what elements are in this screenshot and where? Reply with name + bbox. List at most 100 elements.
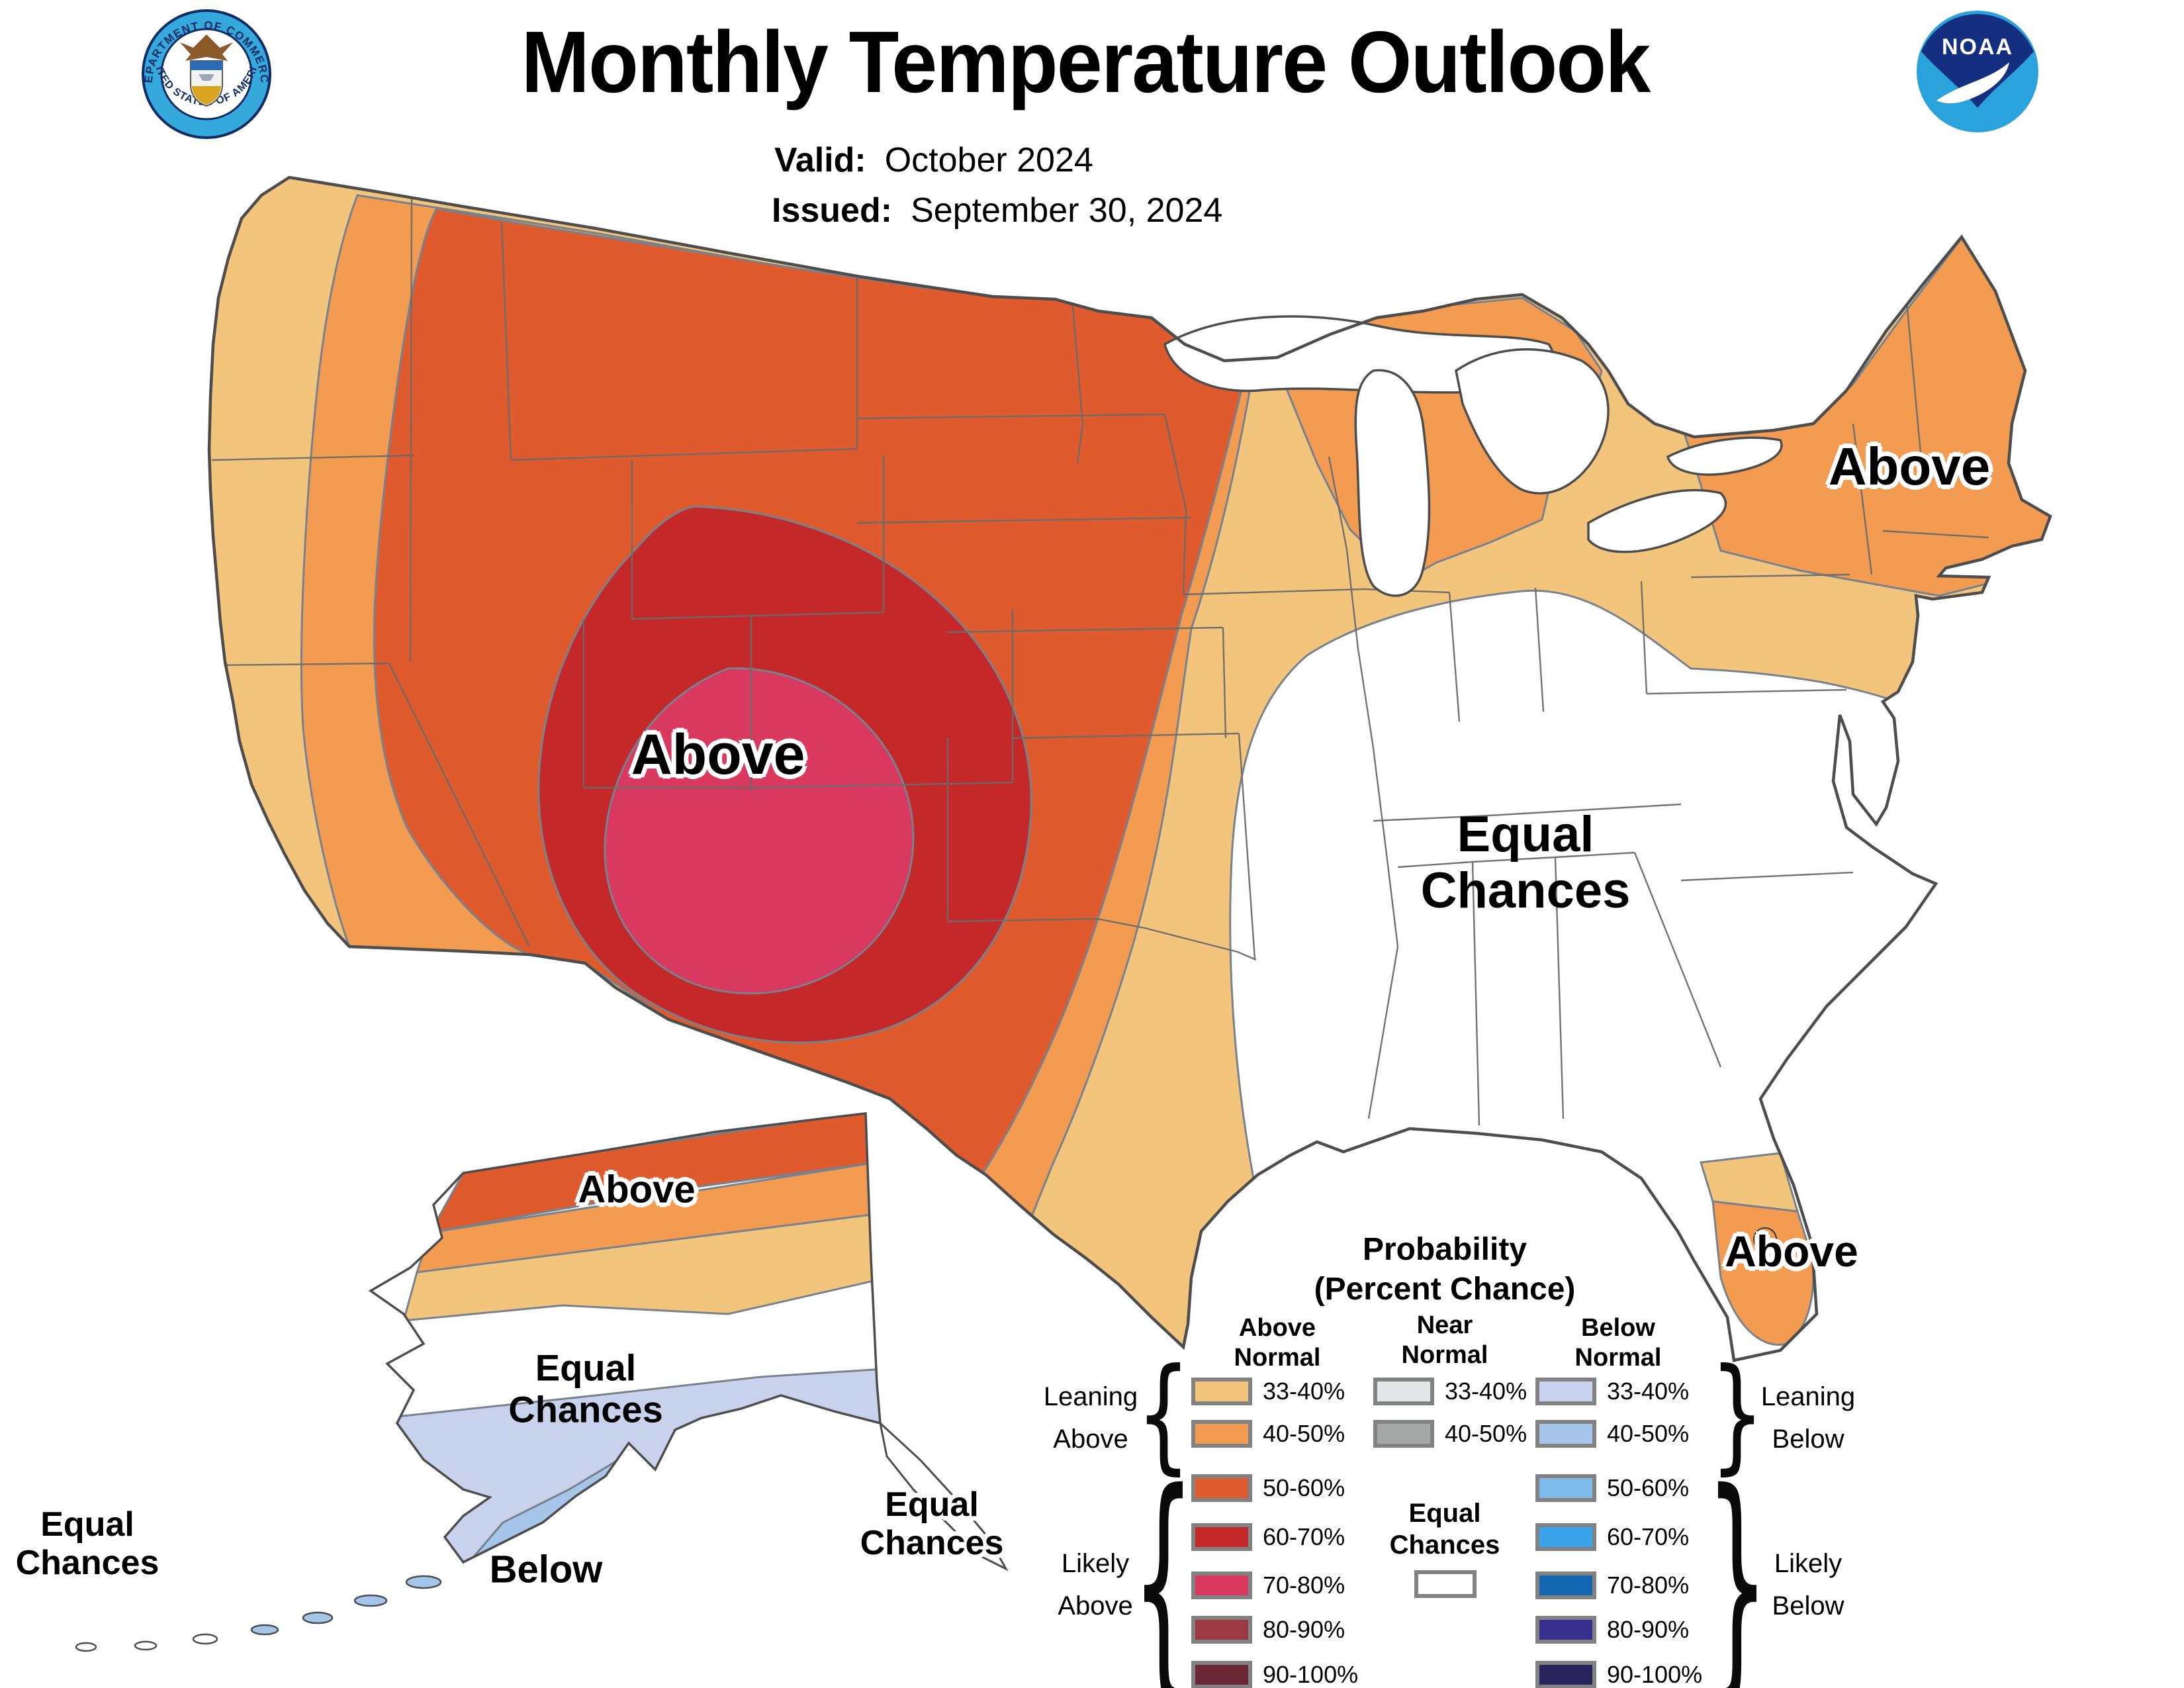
legend-swatch-below-40-50 — [1535, 1420, 1596, 1448]
label-alaska-below: Below — [489, 1548, 603, 1591]
legend-swatch-above-70-80 — [1191, 1571, 1252, 1599]
legend-row-below-80-90: 80-90% — [1535, 1615, 1689, 1644]
brace-likely-below: } — [1706, 1442, 1769, 1688]
label-ak-se-equal-line2: Chances — [860, 1524, 1004, 1562]
brace-likely-above: { — [1132, 1442, 1195, 1688]
legend-range-below-50-60: 50-60% — [1607, 1474, 1690, 1501]
legend-title-line1: Probability — [1362, 1232, 1527, 1267]
brace-leaning-above: { — [1136, 1340, 1191, 1487]
legend-swatch-below-70-80 — [1535, 1571, 1596, 1599]
legend-row-below-70-80: 70-80% — [1535, 1571, 1689, 1600]
brace-leaning-below: } — [1709, 1340, 1765, 1487]
leaning-below-line2: Below — [1772, 1425, 1844, 1454]
label-alaska-equal-chances: Equal Chances — [508, 1347, 662, 1430]
legend-row-above-80-90: 80-90% — [1191, 1615, 1345, 1644]
legend-swatch-above-40-50 — [1191, 1420, 1252, 1448]
likely-above-line1: Likely — [1061, 1549, 1130, 1578]
legend-col-near-line2: Normal — [1401, 1340, 1488, 1369]
legend-row-above-33-40: 33-40% — [1191, 1377, 1345, 1406]
legend-swatch-below-60-70 — [1535, 1523, 1596, 1551]
alaska-panhandle — [878, 1420, 1009, 1571]
legend-equal-chances-label: Equal Chances — [1390, 1497, 1500, 1561]
alaska-outline — [368, 1112, 882, 1564]
likely-above-line2: Above — [1058, 1591, 1133, 1620]
doc-seal-ship — [199, 74, 214, 81]
legend-row-below-40-50: 40-50% — [1535, 1419, 1689, 1448]
legend-swatch-above-50-60 — [1191, 1474, 1252, 1502]
label-alaska-equal-line2: Chances — [508, 1388, 663, 1430]
likely-below-line1: Likely — [1774, 1549, 1843, 1578]
doc-seal: DEPARTMENT OF COMMERCE UNITED STATES OF … — [0, 0, 271, 139]
legend-title: Probability (Percent Chance) — [1314, 1230, 1576, 1309]
label-aleutians-equal: Equal Chances — [16, 1505, 159, 1582]
legend-row-below-90-100: 90-100% — [1535, 1660, 1702, 1688]
label-conus-equal-line2: Chances — [1420, 863, 1631, 919]
legend-row-near-33-40: 33-40% — [1373, 1377, 1527, 1406]
likely-below-line2: Below — [1772, 1591, 1844, 1620]
valid-label: Valid: — [774, 141, 866, 179]
legend-col-near-line1: Near — [1416, 1311, 1473, 1339]
leaning-above-line1: Leaning — [1043, 1382, 1138, 1411]
legend-row-above-70-80: 70-80% — [1191, 1571, 1345, 1600]
legend-group-likely-below: Likely Below — [1772, 1542, 1844, 1627]
legend-row-below-60-70: 60-70% — [1535, 1523, 1689, 1552]
lake-michigan — [1354, 369, 1431, 597]
legend-swatch-above-90-100 — [1191, 1661, 1252, 1688]
legend-group-leaning-above: Leaning Above — [1044, 1376, 1138, 1460]
legend-col-above-line1: Above — [1238, 1314, 1316, 1342]
legend-col-above-line2: Normal — [1234, 1343, 1321, 1372]
legend-range-below-70-80: 70-80% — [1607, 1571, 1690, 1599]
legend-title-line2: (Percent Chance) — [1314, 1272, 1576, 1307]
legend-range-near-40-50: 40-50% — [1445, 1420, 1527, 1447]
valid-line: Valid: October 2024 — [774, 140, 1093, 180]
legend-range-above-33-40: 33-40% — [1263, 1378, 1345, 1405]
noaa-logo-text: NOAA — [1942, 34, 2013, 60]
legend-swatch-above-80-90 — [1191, 1616, 1252, 1644]
legend-row-above-60-70: 60-70% — [1191, 1523, 1345, 1552]
state-borders — [211, 198, 1989, 1126]
legend-col-below-normal: Below Normal — [1575, 1313, 1662, 1373]
region-equal-chances-southeast — [1229, 589, 2050, 1360]
legend-row-above-90-100: 90-100% — [1191, 1660, 1358, 1688]
issued-label: Issued: — [772, 191, 893, 230]
legend-range-near-33-40: 33-40% — [1445, 1378, 1527, 1405]
legend-equal-line2: Chances — [1389, 1530, 1500, 1560]
label-alaska-equal-line1: Equal — [535, 1346, 637, 1389]
legend-col-near-normal: Near Normal — [1402, 1311, 1488, 1370]
legend-swatch-below-33-40 — [1535, 1378, 1596, 1405]
legend-range-below-33-40: 33-40% — [1607, 1378, 1690, 1405]
aleutian-islands — [75, 1575, 442, 1652]
legend-range-above-40-50: 40-50% — [1263, 1420, 1345, 1447]
legend-swatch-near-33-40 — [1373, 1378, 1434, 1405]
legend-group-likely-above: Likely Above — [1058, 1542, 1132, 1627]
label-aleutians-equal-line1: Equal — [40, 1505, 134, 1544]
legend-row-near-40-50: 40-50% — [1373, 1419, 1527, 1448]
issued-value: September 30, 2024 — [911, 191, 1223, 230]
conus-outline — [207, 175, 2052, 1362]
legend-swatch-below-90-100 — [1535, 1661, 1596, 1688]
legend-range-below-80-90: 80-90% — [1607, 1616, 1690, 1643]
label-alaska-above: Above — [578, 1168, 696, 1211]
label-conus-above-west: Above — [631, 722, 805, 786]
legend-range-below-90-100: 90-100% — [1607, 1661, 1703, 1688]
label-florida-above: Above — [1725, 1227, 1858, 1276]
legend-col-above-normal: Above Normal — [1234, 1313, 1321, 1373]
lake-ontario — [1666, 436, 1783, 476]
legend-range-above-70-80: 70-80% — [1263, 1571, 1345, 1599]
doc-seal-eagle — [180, 34, 233, 61]
legend-swatch-near-40-50 — [1373, 1420, 1434, 1448]
issued-line: Issued: September 30, 2024 — [772, 191, 1222, 230]
label-alaska-southeast-equal: Equal Chances — [860, 1485, 1004, 1562]
legend-swatch-below-80-90 — [1535, 1616, 1596, 1644]
doc-seal-shield-base — [192, 85, 221, 105]
label-conus-equal-line1: Equal — [1457, 806, 1594, 863]
leaning-above-line2: Above — [1053, 1425, 1128, 1454]
legend-swatch-above-60-70 — [1191, 1523, 1252, 1551]
great-lakes — [1163, 315, 1783, 597]
label-conus-equal-chances: Equal Chances — [1421, 806, 1631, 919]
valid-value: October 2024 — [884, 141, 1093, 179]
legend-row-above-40-50: 40-50% — [1191, 1419, 1345, 1448]
legend-row-below-50-60: 50-60% — [1535, 1474, 1689, 1503]
